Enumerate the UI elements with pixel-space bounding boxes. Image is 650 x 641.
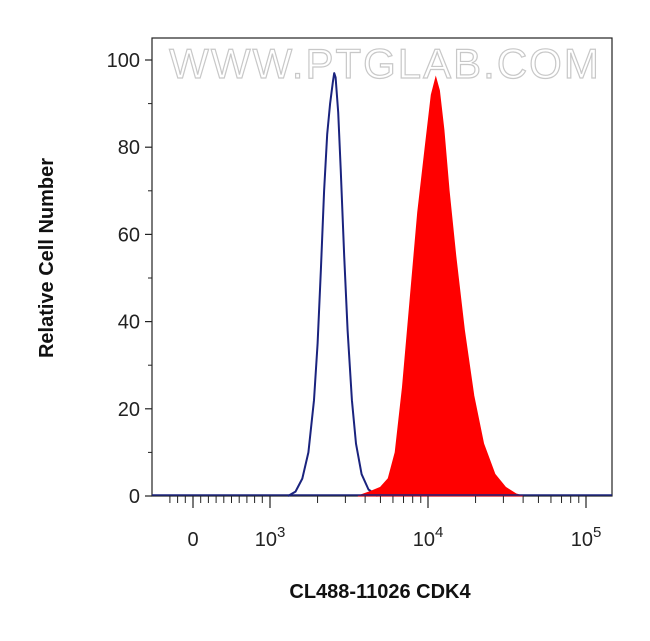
y-tick-label: 80 [118, 137, 140, 159]
x-tick-label: 103 [255, 524, 286, 551]
plot-area [151, 37, 613, 497]
series-outline-histogram [287, 72, 379, 497]
series-filled-histogram [357, 75, 524, 497]
series-layer [152, 72, 612, 497]
x-tick-label: 0 [187, 529, 198, 551]
x-tick-label: 104 [413, 524, 444, 551]
axis-layer: 0 20 40 60 80 100 0 103 104 105 [107, 50, 602, 551]
y-axis-title: Relative Cell Number [36, 158, 58, 358]
y-tick-label: 100 [107, 50, 140, 72]
plot-frame [151, 37, 613, 497]
y-tick-label: 60 [118, 224, 140, 246]
y-tick-label: 40 [118, 312, 140, 334]
x-axis-title: CL488-11026 CDK4 [289, 581, 471, 603]
y-tick-label: 20 [118, 399, 140, 421]
x-tick-label: 105 [571, 524, 602, 551]
y-tick-label: 0 [129, 486, 140, 508]
watermark-text: WWW.PTGLAB.COM [169, 40, 601, 87]
